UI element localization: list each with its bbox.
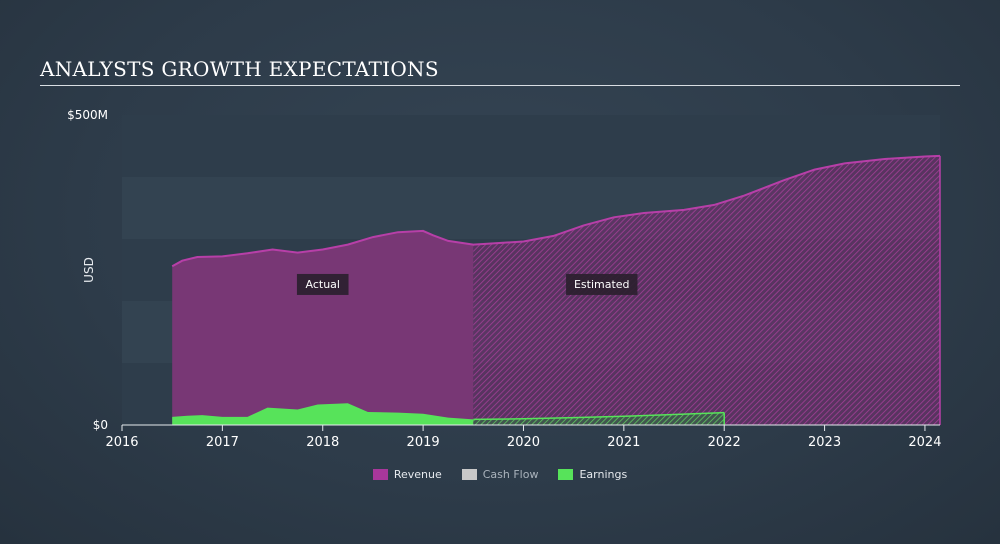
earnings-line-estimated [473, 411, 725, 421]
annotation-estimated: Estimated [574, 278, 630, 291]
x-tick-label: 2021 [607, 435, 640, 450]
y-axis-label: USD [82, 257, 96, 283]
series-areas [171, 154, 941, 425]
annotation-actual: Actual [306, 278, 340, 291]
x-tick-label: 2017 [206, 435, 239, 450]
legend-label-earnings: Earnings [579, 468, 628, 481]
legend-label-cash-flow: Cash Flow [482, 468, 539, 481]
title-divider [40, 85, 960, 86]
revenue-area-estimated [473, 155, 940, 425]
chart-title: ANALYSTS GROWTH EXPECTATIONS [40, 57, 439, 81]
legend-label-revenue: Revenue [393, 468, 442, 481]
legend-item-revenue[interactable]: Revenue [372, 468, 442, 481]
revenue-line [171, 154, 941, 268]
y-tick-label: $0 [93, 418, 108, 432]
revenue-area-actual [172, 230, 474, 425]
plot-band [122, 115, 940, 177]
annotation-box [296, 273, 349, 295]
x-tick-label: 2023 [808, 435, 841, 450]
earnings-swatch [558, 469, 574, 480]
cash-flow-swatch [461, 469, 477, 480]
legend-item-cash-flow[interactable]: Cash Flow [461, 468, 539, 481]
chart-legend: Revenue Cash Flow Earnings [0, 468, 1000, 481]
x-tick-label: 2022 [708, 435, 741, 450]
x-tick-label: 2016 [105, 435, 138, 450]
annotation-box [566, 273, 638, 295]
x-tick-label: 2020 [507, 435, 540, 450]
x-tick-label: 2019 [407, 435, 440, 450]
y-tick-label: $500M [67, 108, 108, 122]
x-axis: 2016 2017 2018 2019 2020 2021 2022 2023 2024 [105, 424, 941, 450]
legend-item-earnings[interactable]: Earnings [558, 468, 627, 481]
x-tick-label: 2024 [908, 435, 941, 450]
revenue-swatch [372, 469, 388, 480]
earnings-area-actual [172, 403, 474, 425]
x-tick-label: 2018 [306, 435, 339, 450]
earnings-area-estimated [473, 412, 725, 425]
annotations: Actual Estimated [296, 273, 638, 295]
